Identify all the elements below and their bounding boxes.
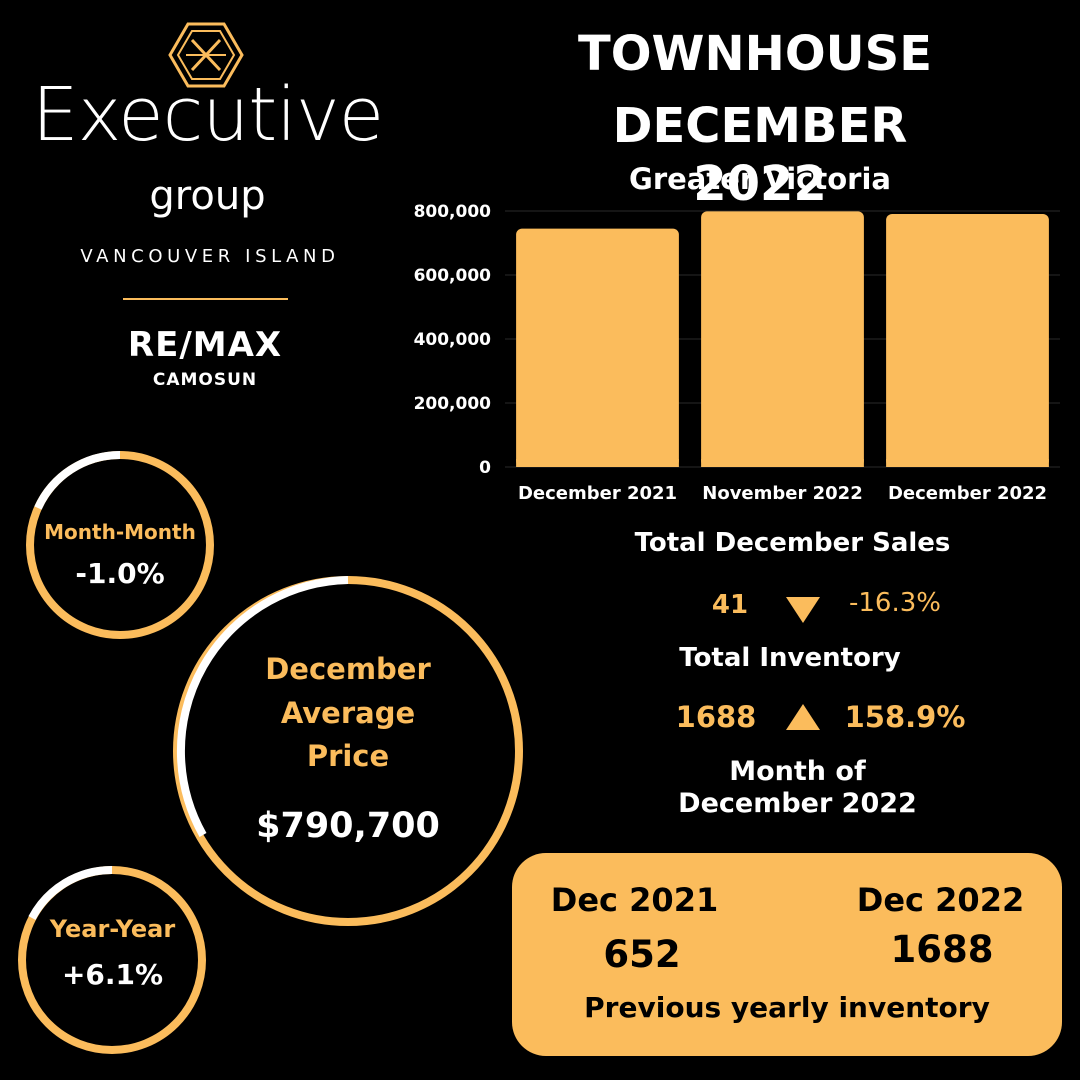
average-price-ring [173,576,523,926]
up-triangle-icon [786,704,820,730]
y-tick-label: 400,000 [414,330,492,350]
box-value-left: 652 [603,933,681,976]
y-tick-label: 800,000 [414,202,492,222]
bar-base-3 [886,459,1049,467]
inventory-value: 1688 [675,700,757,734]
price-bar-chart: 0 200,000 400,000 600,000 800,000 December 2… [414,202,1060,504]
y-tick-label: 0 [479,458,491,478]
box-caption: Previous yearly inventory [584,991,990,1024]
brand-group: group [149,173,266,219]
average-price-label-2: Average [280,696,416,730]
brand-name: Executive [31,72,384,158]
year-change-label: Year-Year [49,915,176,943]
bar-base-2 [701,459,864,467]
bar-2 [701,211,864,467]
page-subtitle: Greater Victoria [629,162,891,196]
brand-divider [123,298,288,300]
box-value-right: 1688 [890,928,994,971]
x-category-label: December 2022 [888,483,1047,504]
year-change-value: +6.1% [61,958,164,991]
box-year-left: Dec 2021 [550,881,719,919]
average-price-label-1: December [265,652,431,686]
partner-sub-logo: CAMOSUN [152,370,258,390]
average-price-value: $790,700 [256,806,440,846]
period-label-1: Month of [729,756,866,787]
page-title-period: DECEMBER 2022 [612,98,908,212]
bar-3 [886,213,1049,467]
inventory-heading: Total Inventory [679,643,901,673]
inventory-comparison-box: Dec 2021 Dec 2022 652 1688 Previous year… [512,853,1062,1056]
executive-logo-icon [168,22,244,88]
bar-base-1 [516,459,679,467]
month-change-value: -1.0% [75,557,165,590]
sales-change: -16.3% [849,588,941,618]
bar-1 [516,228,679,467]
x-category-label: November 2022 [702,483,862,504]
period-label-2: December 2022 [678,788,917,819]
y-tick-label: 600,000 [414,266,492,286]
month-change-label: Month-Month [44,520,196,544]
partner-logo: RE/MAX [127,325,283,365]
page-title: TOWNHOUSE [578,26,932,82]
brand-region: VANCOUVER ISLAND [80,246,340,267]
y-tick-label: 200,000 [414,394,492,414]
x-category-label: December 2021 [518,483,677,504]
sales-value: 41 [711,590,749,620]
down-triangle-icon [786,597,820,623]
year-change-ring [18,865,206,1054]
inventory-change: 158.9% [844,700,966,734]
average-price-label-3: Price [306,739,390,773]
sales-heading: Total December Sales [634,528,951,558]
month-change-ring [26,451,214,639]
box-year-right: Dec 2022 [856,881,1025,919]
